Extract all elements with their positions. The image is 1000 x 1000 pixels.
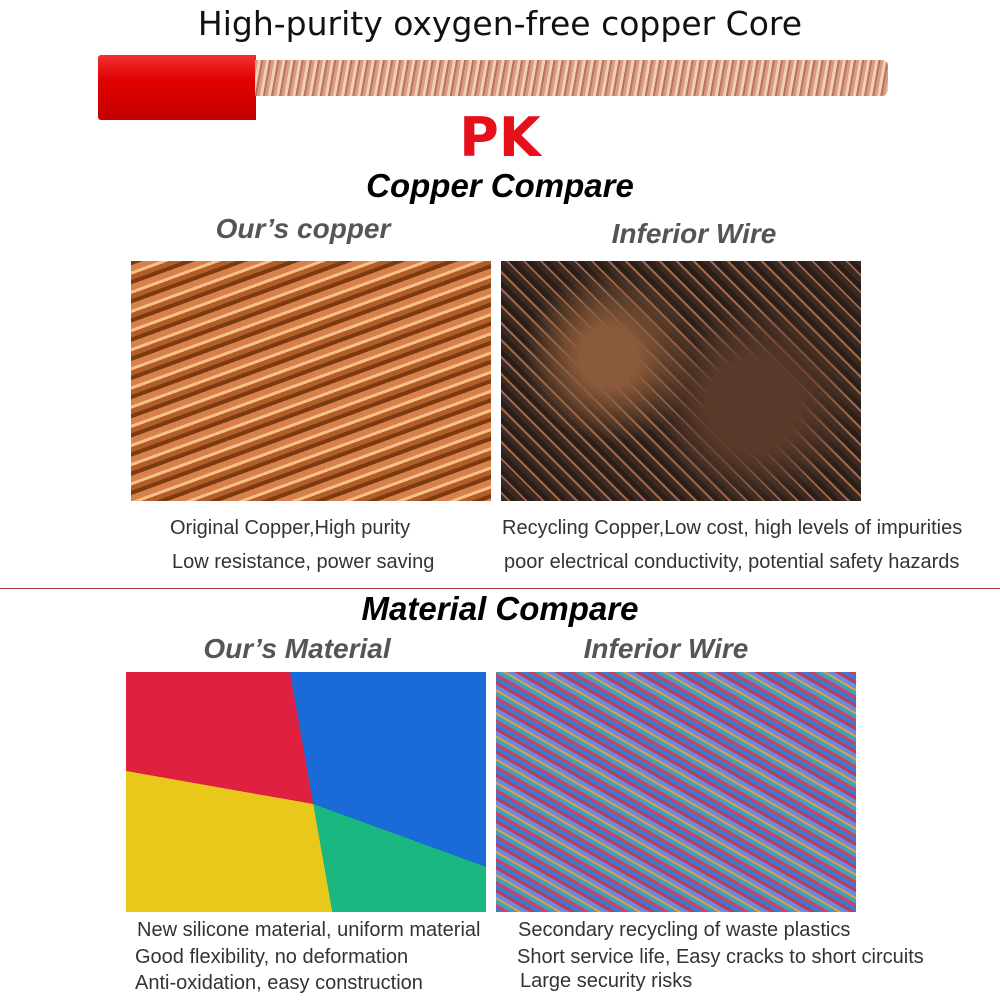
silicone-pellets-image	[126, 672, 486, 912]
waste-wires-image	[496, 672, 856, 912]
inferior-material-line: Large security risks	[520, 970, 693, 992]
inferior-copper-line: poor electrical conductivity, potential …	[504, 551, 960, 573]
ours-material-line: Good flexibility, no deformation	[135, 946, 409, 968]
inferior-copper-label: Inferior Wire	[611, 218, 777, 249]
ours-copper-line: Low resistance, power saving	[172, 551, 435, 573]
ours-material-line: New silicone material, uniform material	[137, 919, 481, 941]
ours-material-label: Our’s Material	[203, 633, 391, 664]
ours-material-line: Anti-oxidation, easy construction	[135, 972, 423, 994]
wire-insulation-image	[98, 55, 256, 120]
pk-label: PK	[459, 106, 541, 169]
copper-strand-image	[255, 60, 888, 96]
pure-copper-image	[131, 261, 491, 501]
inferior-material-line: Secondary recycling of waste plastics	[518, 919, 851, 941]
page-title: High-purity oxygen-free copper Core	[197, 4, 803, 43]
copper-compare-title: Copper Compare	[366, 167, 634, 204]
material-compare-title: Material Compare	[361, 590, 639, 627]
inferior-material-line: Short service life, Easy cracks to short…	[517, 946, 924, 968]
ours-copper-label: Our’s copper	[215, 213, 391, 244]
scrap-copper-image	[501, 261, 861, 501]
inferior-copper-line: Recycling Copper,Low cost, high levels o…	[502, 517, 963, 539]
inferior-material-label: Inferior Wire	[583, 633, 749, 664]
section-divider	[0, 588, 1000, 589]
ours-copper-line: Original Copper,High purity	[170, 517, 411, 539]
